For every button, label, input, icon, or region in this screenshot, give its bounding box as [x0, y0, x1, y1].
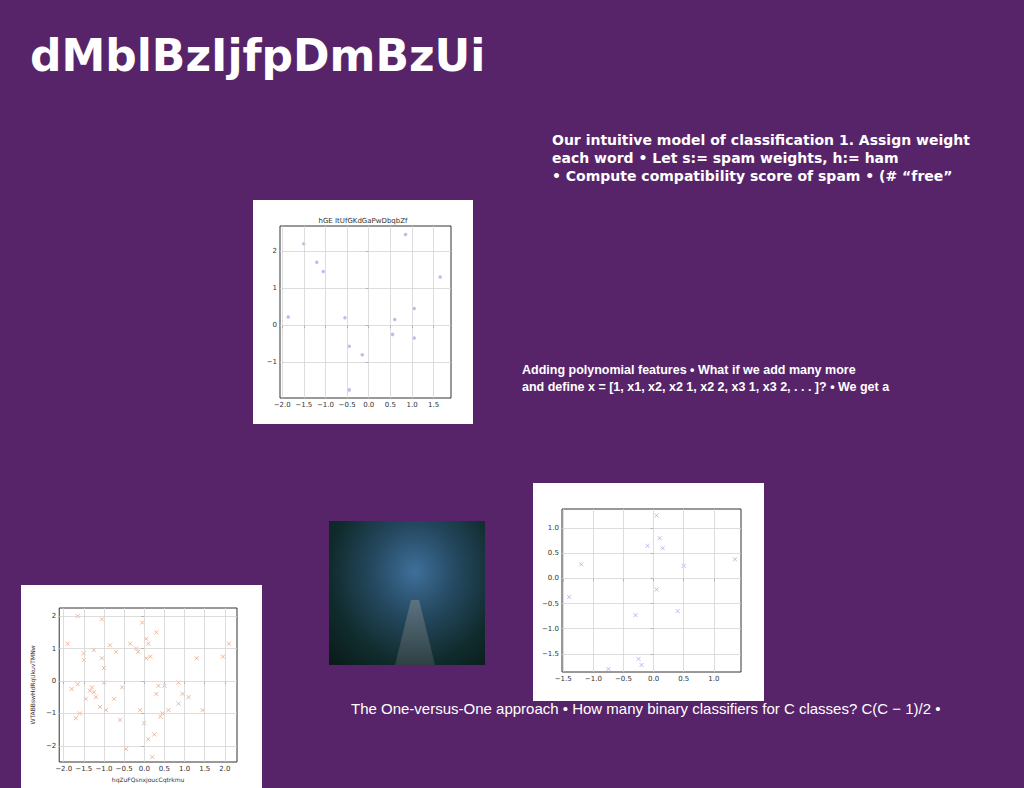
- svg-text:0.0: 0.0: [648, 675, 659, 683]
- svg-text:1.0: 1.0: [708, 675, 719, 683]
- html-text:• Compute compatibility score: • Compute compatibility score of spam • …: [552, 168, 953, 184]
- svg-text:hGE ItUfGKdGaPwDbqbZf: hGE ItUfGKdGaPwDbqbZf: [318, 217, 408, 225]
- svg-text:−1.5: −1.5: [295, 401, 312, 409]
- svg-text:1: 1: [273, 284, 277, 292]
- svg-text:0.5: 0.5: [548, 549, 559, 557]
- svg-text:−0.5: −0.5: [116, 765, 133, 773]
- svg-text:−2.0: −2.0: [55, 765, 72, 773]
- svg-text:1.0: 1.0: [179, 765, 190, 773]
- html-text:and define x = [1, x1, x2, x2: and define x = [1, x1, x2, x2 1, x2 2, x…: [522, 380, 890, 394]
- svg-text:0.0: 0.0: [548, 574, 559, 582]
- svg-text:−1.0: −1.0: [95, 765, 112, 773]
- svg-text:0.0: 0.0: [139, 765, 150, 773]
- svg-text:0.5: 0.5: [385, 401, 396, 409]
- svg-text:1.5: 1.5: [428, 401, 439, 409]
- svg-text:1.0: 1.0: [548, 524, 559, 532]
- svg-text:−1.5: −1.5: [75, 765, 92, 773]
- svg-text:−1: −1: [267, 358, 277, 366]
- svg-text:−1.0: −1.0: [585, 675, 602, 683]
- svg-text:WTABBswHdRqUkuvTMNw: WTABBswHdRqUkuvTMNw: [29, 645, 37, 724]
- svg-text:0.0: 0.0: [363, 401, 374, 409]
- svg-text:−2.0: −2.0: [274, 401, 291, 409]
- html-text:each word • Let s:= spam weigh: each word • Let s:= spam weights, h:= ha…: [552, 150, 899, 166]
- svg-text:−1.0: −1.0: [317, 401, 334, 409]
- html-text:The One-versus-One approach •: The One-versus-One approach • How many b…: [351, 700, 941, 717]
- svg-text:−0.5: −0.5: [542, 600, 559, 608]
- svg-text:−0.5: −0.5: [615, 675, 632, 683]
- html-text:dMblBzIjfpDmBzUi: dMblBzIjfpDmBzUi: [30, 30, 486, 81]
- svg-text:0: 0: [52, 677, 56, 685]
- svg-text:1: 1: [52, 645, 56, 653]
- svg-text:0: 0: [273, 321, 277, 329]
- html-text:Adding polynomial features • W: Adding polynomial features • What if we …: [522, 363, 856, 377]
- svg-text:−1.5: −1.5: [542, 650, 559, 658]
- svg-text:−1.5: −1.5: [555, 675, 572, 683]
- svg-text:2: 2: [273, 247, 277, 255]
- html-text:Our intuitive model of classif: Our intuitive model of classification 1.…: [552, 132, 970, 148]
- svg-text:2.0: 2.0: [219, 765, 230, 773]
- svg-text:0.5: 0.5: [678, 675, 689, 683]
- svg-text:2: 2: [52, 612, 56, 620]
- svg-text:1.0: 1.0: [406, 401, 417, 409]
- svg-text:−1.0: −1.0: [542, 625, 559, 633]
- svg-text:−1: −1: [46, 709, 56, 717]
- svg-text:−2: −2: [46, 742, 56, 750]
- svg-text:−0.5: −0.5: [339, 401, 356, 409]
- svg-text:1.5: 1.5: [199, 765, 210, 773]
- svg-text:0.5: 0.5: [159, 765, 170, 773]
- svg-text:hqZuFQsnxjoucCqtrkmu: hqZuFQsnxjoucCqtrkmu: [112, 776, 185, 784]
